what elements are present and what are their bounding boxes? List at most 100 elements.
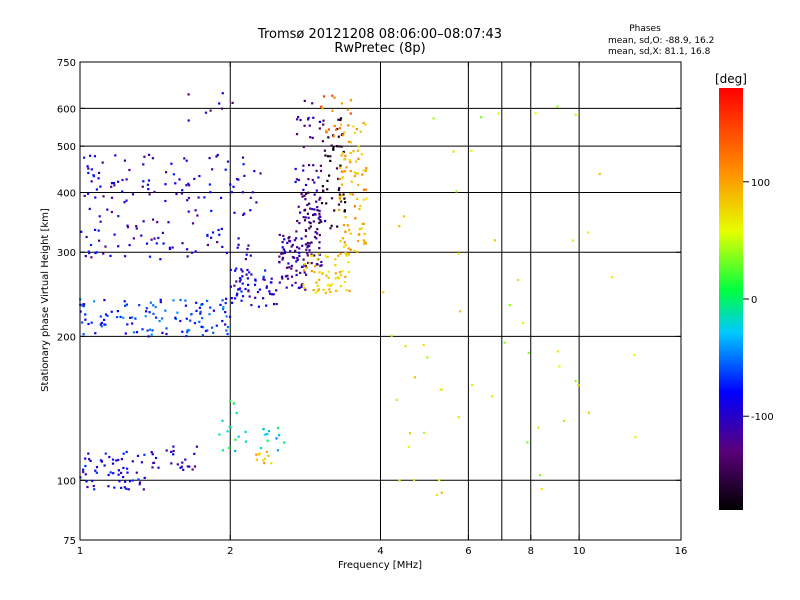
data-point [337,188,340,192]
data-point [109,471,112,474]
data-point [340,183,343,186]
data-point [353,175,356,178]
data-point [234,438,237,441]
data-point [206,299,209,302]
data-point [322,119,325,122]
data-point [126,224,129,227]
data-point [140,461,143,464]
data-point [200,325,203,328]
data-point [334,272,337,275]
data-point [307,118,310,121]
data-point [83,156,86,159]
data-point [198,306,201,309]
data-point [142,220,145,223]
data-point [170,462,173,465]
data-point [145,310,148,313]
data-point [349,112,352,115]
data-point [340,170,343,173]
data-point [225,329,228,332]
data-point [253,283,257,286]
data-point [159,258,162,261]
data-point [350,180,353,183]
data-point [278,261,281,264]
data-point [108,455,111,459]
data-point [339,252,342,255]
data-point [131,322,134,325]
data-point [110,185,113,188]
data-point [320,202,324,205]
data-point [153,461,156,464]
data-point [303,124,306,127]
data-point [349,193,352,196]
data-point [297,178,300,182]
data-point [134,317,137,320]
x-tick-label: 10 [573,546,586,557]
data-point [265,304,268,307]
data-point [265,286,268,289]
data-point [340,200,343,203]
data-point [179,298,182,302]
data-point [318,278,321,281]
data-point [254,296,257,299]
data-point [176,463,179,466]
data-point [296,219,299,223]
data-point [413,376,417,379]
data-point [321,185,324,188]
data-point [301,195,304,198]
data-point [208,183,211,186]
data-point [234,269,237,272]
data-point [179,319,182,323]
data-point [226,430,229,433]
data-point [157,236,160,240]
data-point [225,297,228,300]
data-point [224,311,227,314]
data-point [306,212,309,215]
data-point [85,235,88,239]
data-point [93,300,96,303]
data-point [255,201,258,204]
data-point [216,153,219,157]
data-point [117,180,120,183]
data-point [125,178,128,181]
data-point [311,136,314,139]
data-point [307,216,310,219]
data-point [241,156,245,159]
data-point [118,480,121,483]
data-point [557,350,560,353]
data-point [328,288,331,291]
data-point [241,270,244,273]
data-point [233,211,236,214]
data-point [353,131,356,134]
data-point [345,289,348,292]
data-point [234,449,237,453]
data-point [97,177,100,180]
data-point [218,433,221,436]
data-point [230,191,233,194]
gridlines [80,62,681,540]
data-point [310,253,313,256]
data-point [212,309,215,312]
data-point [304,216,307,219]
data-point [148,328,152,331]
data-point [159,298,162,301]
data-point [312,213,315,217]
data-point [354,217,357,220]
data-point [558,365,561,368]
data-point [104,245,107,248]
data-point [457,252,460,255]
data-point [302,258,305,261]
data-point [331,283,334,286]
data-point [106,208,109,211]
data-point [341,177,344,180]
data-point [122,452,125,455]
data-point [344,244,347,247]
data-point [273,303,276,306]
data-point [113,233,116,236]
data-point [407,445,410,448]
data-point [346,224,349,227]
data-point [89,154,92,157]
data-point [172,449,175,453]
data-point [112,472,115,475]
data-point [343,241,346,244]
